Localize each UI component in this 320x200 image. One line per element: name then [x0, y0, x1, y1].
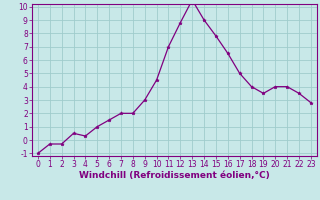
X-axis label: Windchill (Refroidissement éolien,°C): Windchill (Refroidissement éolien,°C) — [79, 171, 270, 180]
